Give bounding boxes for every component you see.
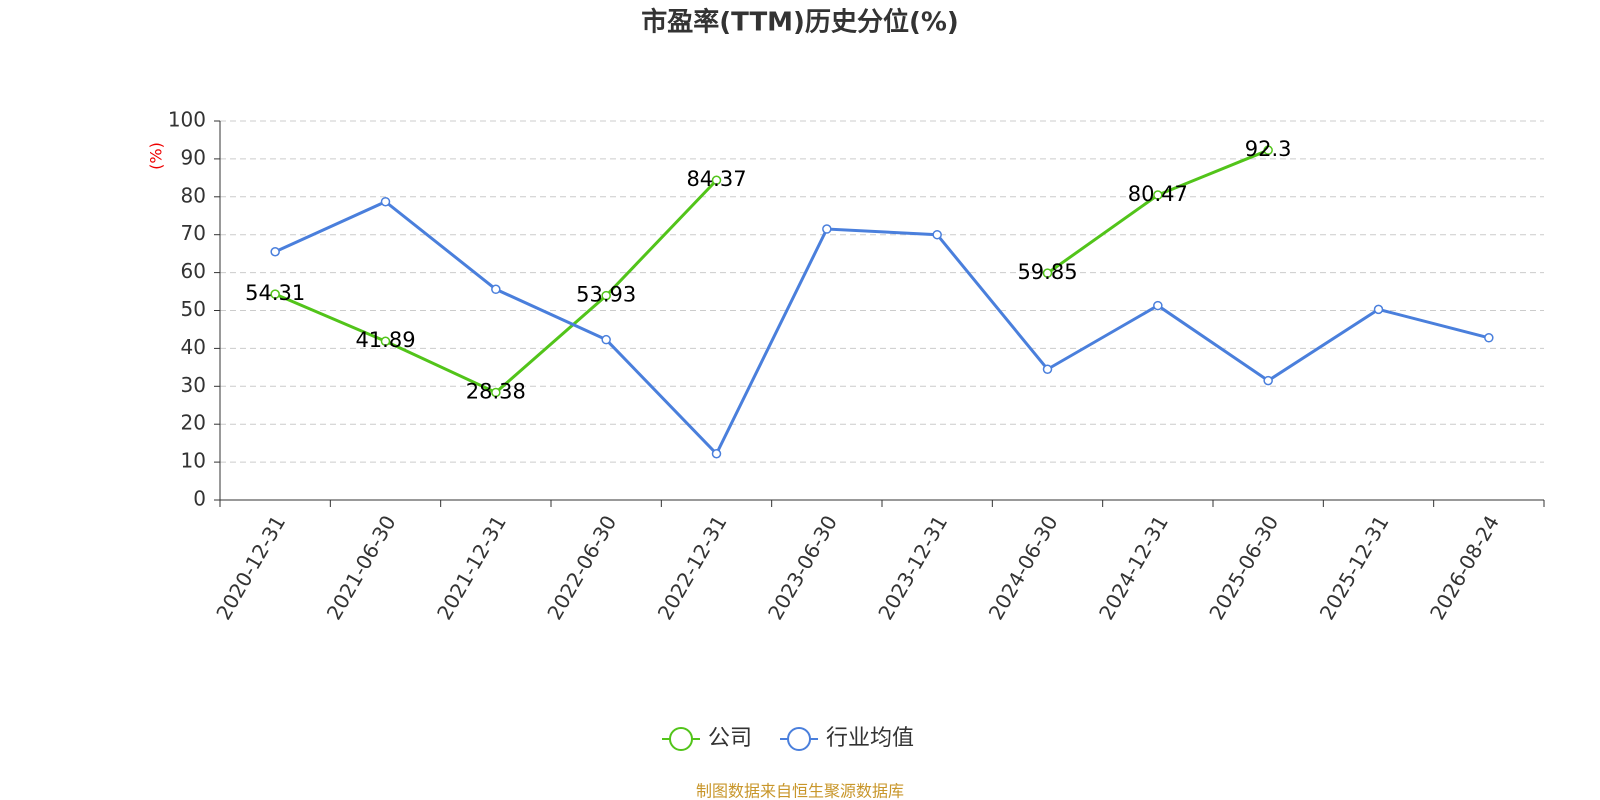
data-label: 59.85 <box>1017 260 1077 284</box>
x-tick-label: 2023-12-31 <box>873 511 952 624</box>
data-point <box>711 175 722 185</box>
y-tick-label: 90 <box>181 145 206 169</box>
data-point <box>1042 364 1053 374</box>
data-point <box>601 334 611 345</box>
x-tick-label: 2022-06-30 <box>542 511 621 624</box>
x-tick-label: 2023-06-30 <box>763 511 842 624</box>
data-point <box>1153 300 1163 311</box>
data-point <box>491 284 501 295</box>
x-tick-label: 2026-08-24 <box>1425 511 1504 624</box>
y-tick-label: 100 <box>168 108 206 132</box>
x-tick-label: 2025-06-30 <box>1204 511 1283 624</box>
data-point <box>1263 375 1273 386</box>
y-tick-label: 80 <box>181 183 206 207</box>
data-point <box>491 387 501 398</box>
y-tick-label: 30 <box>181 373 206 397</box>
data-point <box>601 290 611 301</box>
data-point <box>270 289 280 299</box>
x-tick-label: 2022-12-31 <box>653 511 732 624</box>
data-point <box>822 224 832 234</box>
data-label: 54.31 <box>245 281 305 305</box>
data-point <box>1373 304 1384 315</box>
legend-marker <box>787 727 812 751</box>
x-tick-label: 2021-06-30 <box>322 511 401 624</box>
series-line <box>274 148 1269 395</box>
series-line <box>274 199 1490 457</box>
data-label: 41.89 <box>355 328 415 352</box>
data-point <box>1042 268 1053 278</box>
data-label: 28.38 <box>466 379 526 403</box>
data-point <box>932 229 942 240</box>
data-label: 53.93 <box>576 283 636 307</box>
y-tick-label: 40 <box>181 335 206 359</box>
data-point <box>711 449 722 459</box>
legend-marker <box>669 727 693 751</box>
data-point <box>270 247 280 257</box>
x-tick-label: 2025-12-31 <box>1315 511 1394 624</box>
chart-title: 市盈率(TTM)历史分位(%) <box>641 7 959 38</box>
x-tick-label: 2024-12-31 <box>1094 511 1173 624</box>
data-label: 80.47 <box>1128 182 1188 206</box>
y-tick-label: 60 <box>181 259 206 283</box>
x-tick-label: 2020-12-31 <box>211 511 290 624</box>
data-point <box>1153 190 1163 200</box>
data-label: 92.3 <box>1245 137 1292 161</box>
legend-label: 公司 <box>708 726 752 751</box>
data-point <box>380 196 391 207</box>
data-point <box>1263 145 1273 155</box>
y-tick-label: 10 <box>181 449 206 473</box>
x-tick-label: 2021-12-31 <box>432 511 511 624</box>
y-tick-label: 70 <box>181 221 206 245</box>
data-label: 84.37 <box>686 167 746 191</box>
data-point <box>380 336 391 346</box>
y-axis-label: (%) <box>147 142 166 170</box>
y-tick-label: 0 <box>193 487 206 511</box>
y-tick-label: 50 <box>181 297 206 321</box>
data-point <box>1484 333 1494 343</box>
x-tick-label: 2024-06-30 <box>984 511 1063 624</box>
y-tick-label: 20 <box>181 411 206 435</box>
source-note: 制图数据来自恒生聚源数据库 <box>696 782 904 800</box>
legend-label: 行业均值 <box>826 726 914 751</box>
